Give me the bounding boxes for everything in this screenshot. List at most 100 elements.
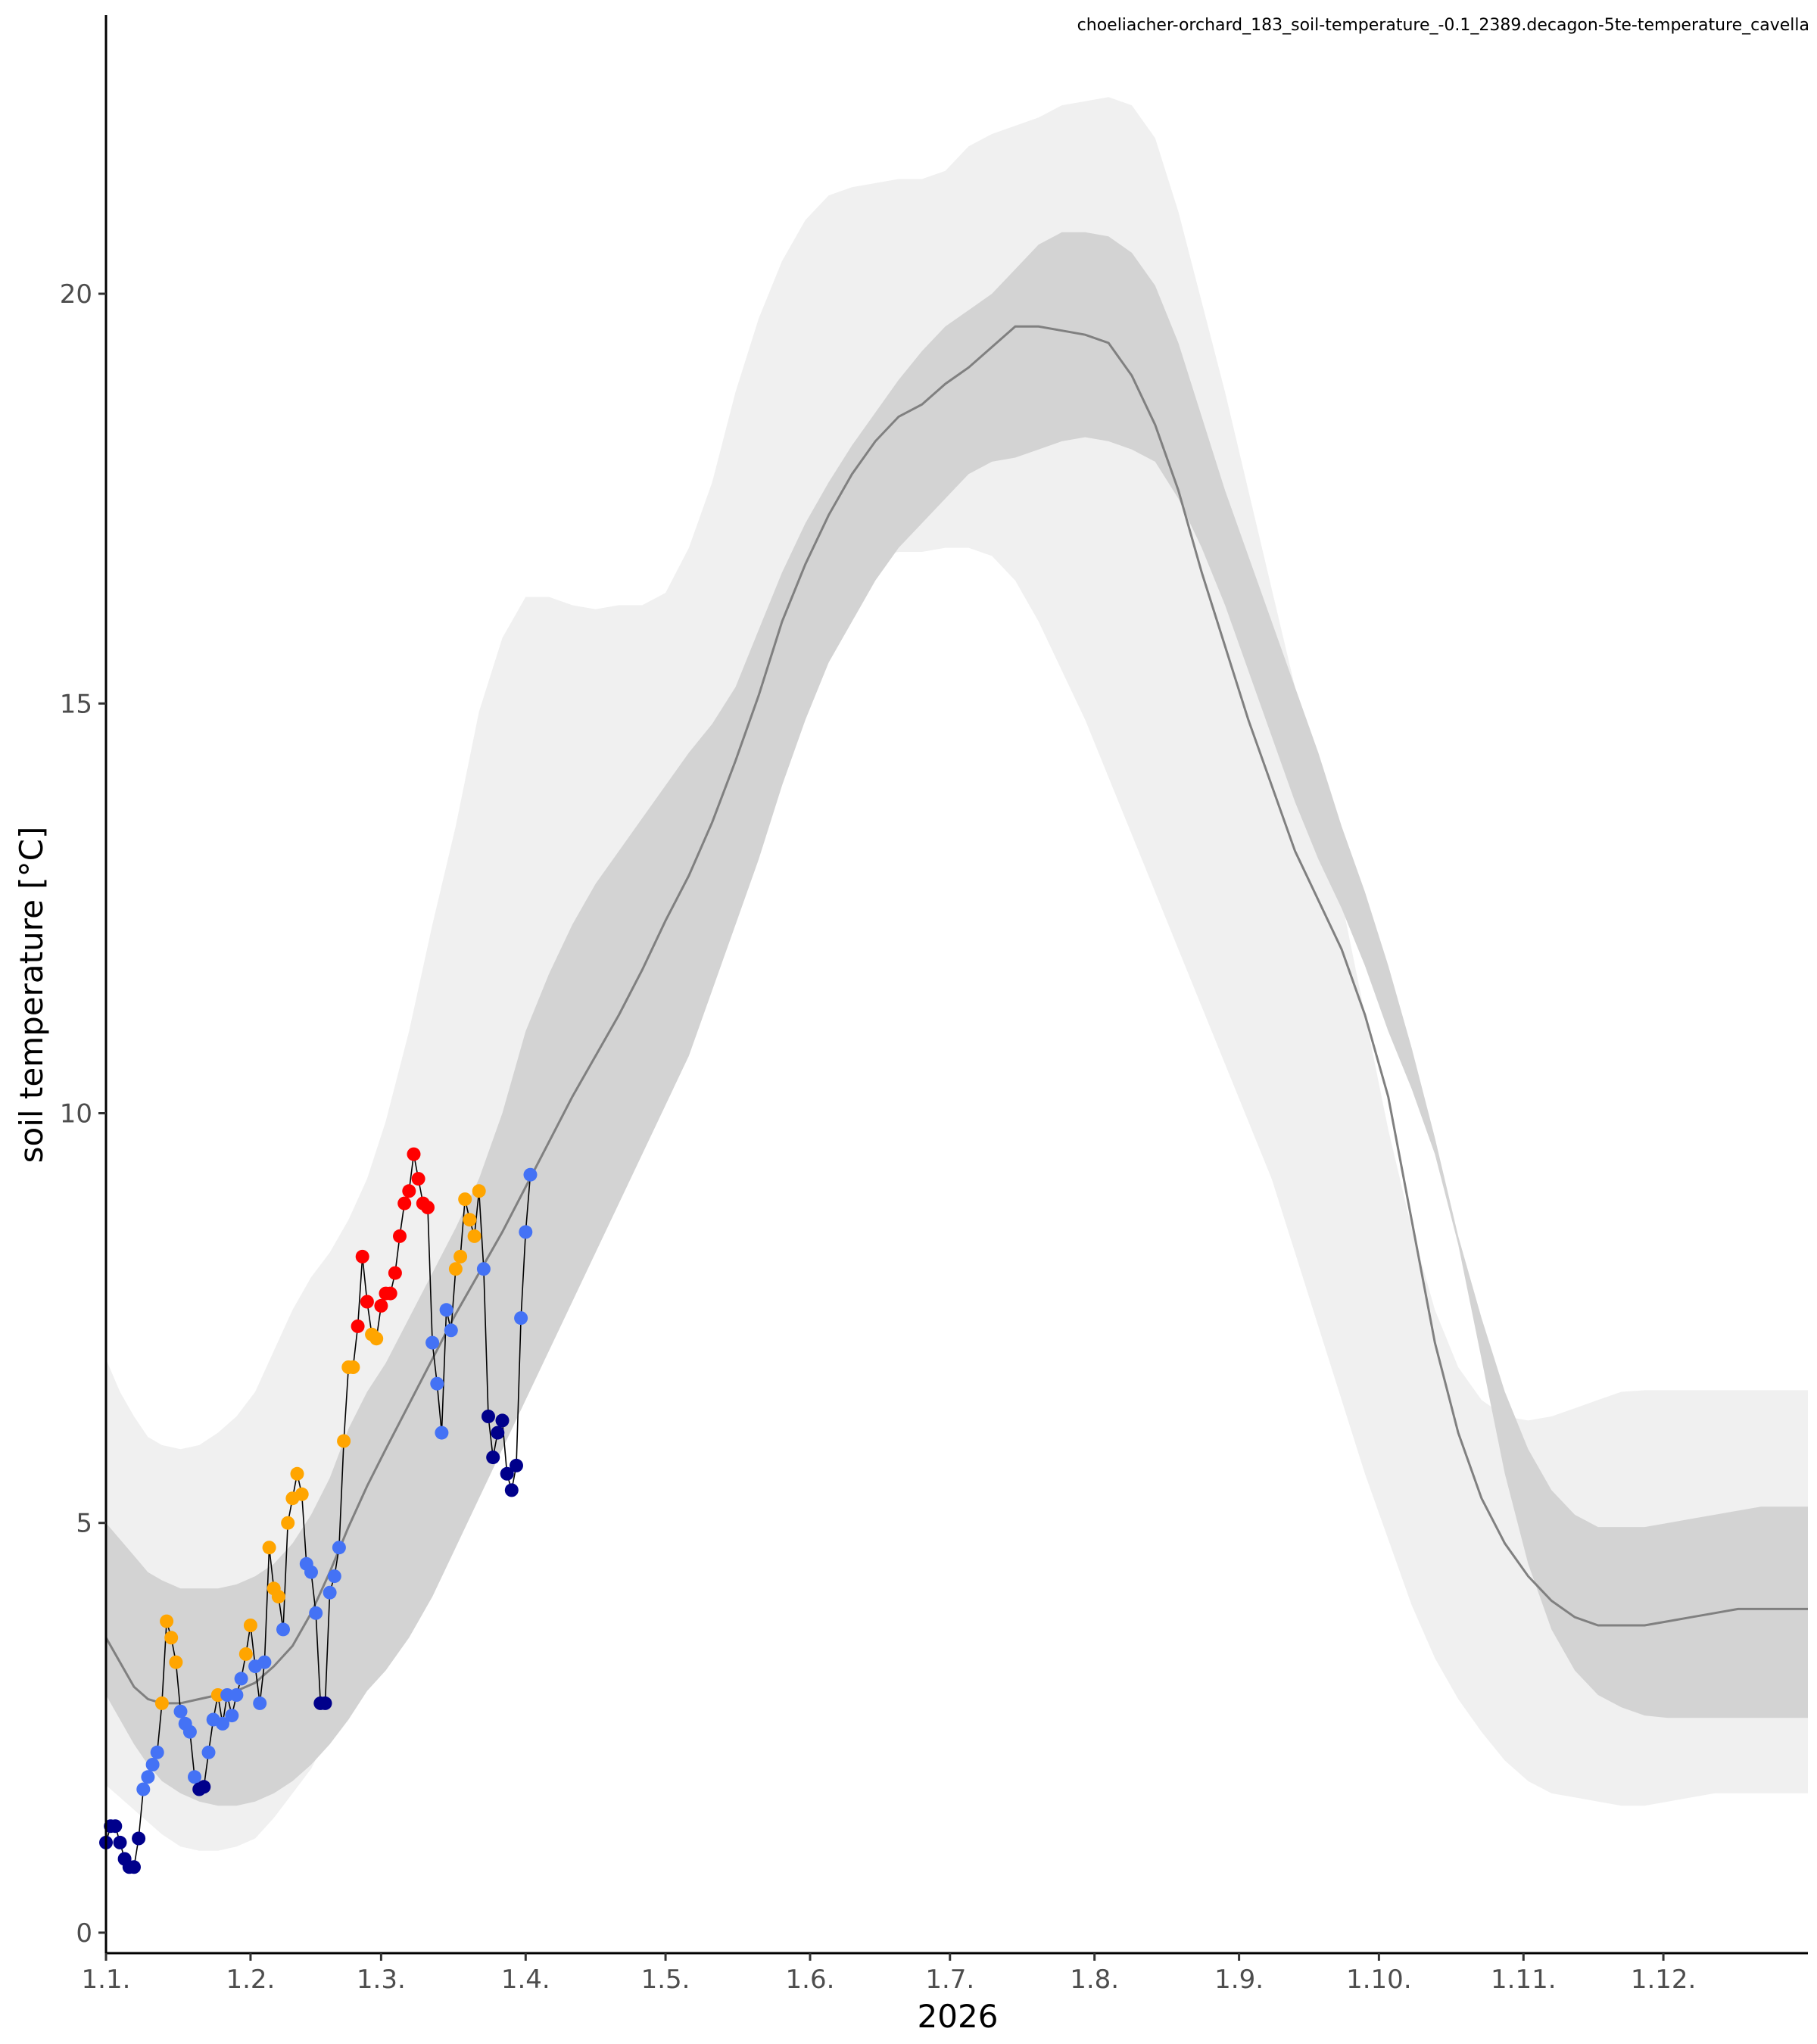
observation-point: [510, 1458, 523, 1472]
observation-point: [388, 1266, 402, 1280]
y-tick-label: 0: [76, 1918, 92, 1949]
x-ticks: 1.1. 1.2. 1.3. 1.4. 1.5. 1.6. 1.7. 1.8. 1.9. 1.10…: [82, 1953, 1697, 1995]
observation-point: [421, 1201, 435, 1214]
observation-point: [402, 1184, 416, 1198]
observation-point: [351, 1319, 365, 1333]
climatology-median: [104, 325, 1808, 1705]
observation-point: [136, 1782, 151, 1796]
observation-point: [127, 1860, 141, 1874]
observation-point: [262, 1541, 276, 1555]
observation-point: [355, 1249, 369, 1263]
observation-point: [397, 1196, 412, 1211]
observation-point: [309, 1606, 323, 1620]
observation-point: [154, 1696, 169, 1710]
observation-point: [271, 1590, 285, 1604]
observation-point: [182, 1725, 197, 1739]
observation-point: [216, 1716, 229, 1731]
observation-point: [113, 1835, 127, 1849]
observation-point: [463, 1213, 477, 1227]
observation-point: [220, 1688, 235, 1702]
observation-point: [225, 1709, 239, 1723]
observation-point: [210, 1688, 225, 1702]
observation-point: [472, 1184, 486, 1198]
observation-point: [448, 1262, 463, 1276]
observation-point: [164, 1631, 179, 1645]
observation-point: [238, 1647, 253, 1661]
observation-point: [458, 1192, 472, 1207]
observation-point: [323, 1585, 337, 1600]
observation-point: [430, 1376, 444, 1391]
observation-point: [253, 1696, 267, 1710]
observation-point: [393, 1229, 407, 1243]
observation-point: [514, 1311, 528, 1326]
observation-points: [99, 1147, 538, 1874]
observation-point: [504, 1483, 519, 1497]
axes: 0 5 10 15 20 1.1. 1.2. 1.3. 1.4. 1.5. 1.6. 1.7. 1.8…: [60, 15, 1808, 1995]
observation-point: [346, 1360, 360, 1374]
observation-point: [201, 1745, 216, 1759]
observation-point: [160, 1614, 174, 1628]
observation-point: [482, 1410, 495, 1423]
chart-title: choeliacher-orchard_183_soil-temperature…: [1077, 16, 1809, 35]
observation-point: [360, 1295, 374, 1309]
y-ticks: 0 5 10 15 20: [60, 279, 106, 1949]
observation-point: [257, 1655, 272, 1669]
x-tick-label: 1.1.: [82, 1965, 131, 1995]
observation-point: [425, 1335, 440, 1350]
observation-point: [276, 1622, 290, 1637]
x-tick-label: 1.5.: [641, 1965, 690, 1995]
x-tick-label: 1.4.: [501, 1965, 550, 1995]
climatology-bands: [106, 97, 1808, 1851]
observation-point: [523, 1167, 538, 1182]
y-axis-title: soil temperature [°C]: [13, 827, 50, 1164]
observation-point: [281, 1516, 295, 1530]
observation-point: [197, 1780, 211, 1794]
x-tick-label: 1.12.: [1631, 1965, 1697, 1995]
y-tick-label: 15: [60, 689, 92, 719]
observation-point: [229, 1688, 244, 1702]
x-tick-label: 1.3.: [357, 1965, 406, 1995]
observation-point: [411, 1172, 425, 1186]
observation-point: [467, 1229, 482, 1243]
observation-point: [500, 1466, 514, 1481]
observation-point: [108, 1819, 123, 1834]
x-tick-label: 1.11.: [1491, 1965, 1557, 1995]
observation-point: [444, 1323, 458, 1338]
band-inner-q25-q75: [106, 232, 1808, 1806]
band-outer-q10-q90: [106, 97, 1808, 1851]
y-tick-label: 20: [60, 279, 92, 310]
x-tick-label: 1.10.: [1346, 1965, 1412, 1995]
observation-point: [495, 1413, 510, 1428]
observation-point: [145, 1758, 160, 1771]
observation-point: [519, 1225, 533, 1239]
observation-point: [407, 1147, 421, 1161]
x-axis-title: 2026: [918, 1998, 999, 2035]
observation-point: [337, 1434, 351, 1448]
x-tick-label: 1.7.: [925, 1965, 974, 1995]
x-tick-label: 1.2.: [226, 1965, 275, 1995]
observation-point: [304, 1565, 318, 1579]
observation-point: [150, 1745, 164, 1759]
observation-point: [374, 1298, 388, 1313]
observation-point: [132, 1831, 146, 1846]
observation-point: [476, 1262, 491, 1276]
observation-point: [169, 1655, 183, 1669]
observation-point: [327, 1569, 341, 1584]
observation-point: [188, 1770, 201, 1784]
observation-point: [234, 1672, 248, 1686]
observation-point: [486, 1450, 500, 1465]
observation-point: [318, 1696, 332, 1710]
y-tick-label: 10: [60, 1098, 92, 1129]
y-tick-label: 5: [76, 1509, 92, 1539]
x-tick-label: 1.9.: [1214, 1965, 1264, 1995]
observation-point: [435, 1426, 449, 1440]
x-tick-label: 1.6.: [786, 1965, 835, 1995]
observation-point: [332, 1541, 346, 1555]
observation-point: [383, 1286, 397, 1301]
observation-point: [295, 1487, 309, 1501]
observation-point: [243, 1619, 257, 1632]
median-line: [104, 325, 1808, 1705]
observation-point: [439, 1303, 453, 1317]
observation-point: [453, 1249, 468, 1263]
